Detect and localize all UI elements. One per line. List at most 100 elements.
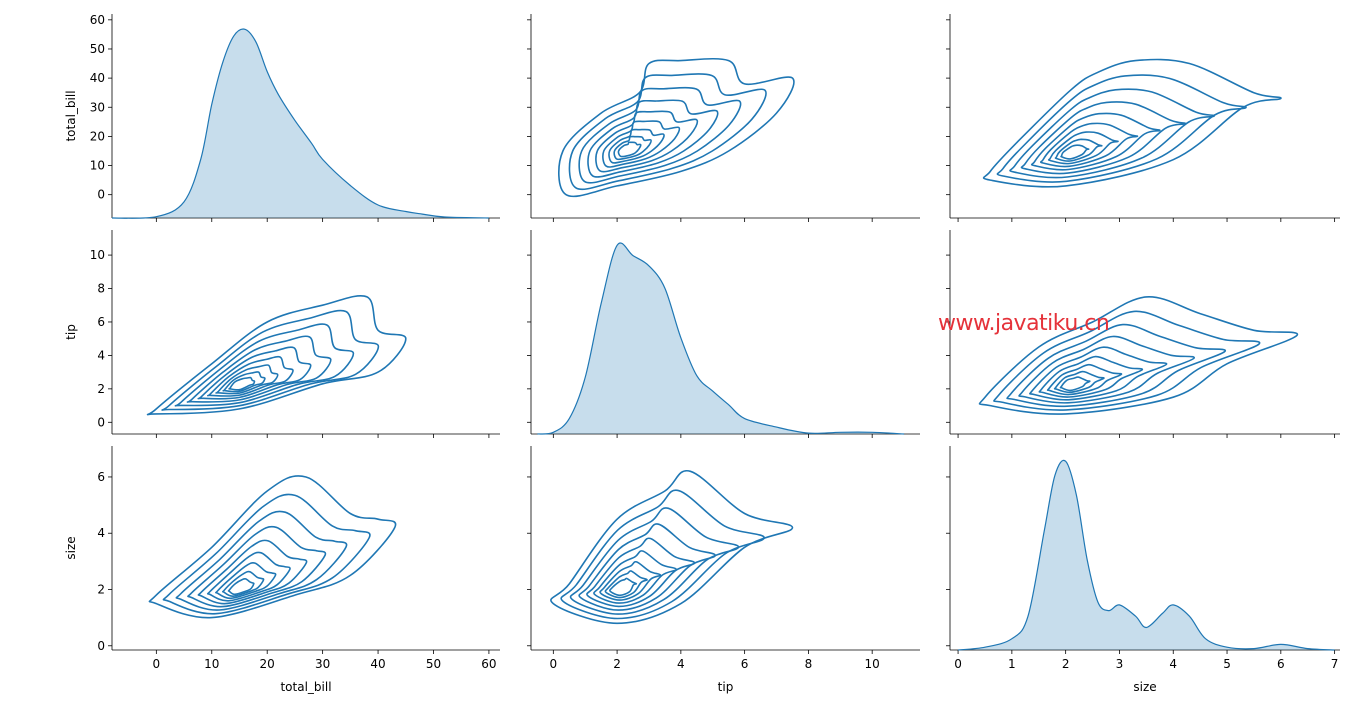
x-tick-label-total_bill: 30 bbox=[315, 657, 330, 671]
watermark: www.javatiku.cn bbox=[938, 311, 1110, 336]
x-tick-label-total_bill: 60 bbox=[481, 657, 496, 671]
x-tick-label-size: 6 bbox=[1277, 657, 1285, 671]
y-tick-label-total_bill: 30 bbox=[90, 100, 105, 114]
y-tick-label-total_bill: 0 bbox=[97, 188, 105, 202]
x-tick-label-tip: 0 bbox=[549, 657, 557, 671]
contour-level-4-size-vs-total_bill bbox=[197, 539, 308, 605]
contour-level-8-total_bill-vs-size bbox=[1060, 144, 1090, 160]
y-tick-label-tip: 2 bbox=[97, 382, 105, 396]
contour-level-6-total_bill-vs-size bbox=[1047, 131, 1119, 165]
contour-level-5-total_bill-vs-size bbox=[1040, 122, 1139, 168]
x-axis-title-total_bill: total_bill bbox=[280, 680, 331, 694]
contour-level-5-size-vs-tip bbox=[593, 550, 677, 604]
contour-level-7-size-vs-tip bbox=[604, 570, 648, 599]
kde-line-size bbox=[958, 459, 1335, 651]
kde-fill-total_bill bbox=[112, 29, 489, 219]
y-axis-title-total_bill: total_bill bbox=[64, 90, 78, 141]
y-tick-label-size: 6 bbox=[97, 470, 105, 484]
x-tick-label-size: 0 bbox=[954, 657, 962, 671]
kde-fill-tip bbox=[537, 242, 905, 435]
contour-level-4-tip-vs-total_bill bbox=[197, 346, 312, 400]
contour-outer-tip-vs-size bbox=[978, 296, 1298, 415]
x-tick-label-total_bill: 0 bbox=[153, 657, 161, 671]
x-tick-label-size: 1 bbox=[1008, 657, 1016, 671]
contour-outer-tip-vs-total_bill bbox=[146, 295, 407, 416]
contour-level-2-total_bill-vs-size bbox=[1009, 88, 1215, 179]
x-tick-label-tip: 8 bbox=[805, 657, 813, 671]
contour-outer-total_bill-vs-size bbox=[982, 58, 1282, 188]
x-tick-label-tip: 10 bbox=[865, 657, 880, 671]
contour-level-4-size-vs-tip bbox=[586, 537, 696, 608]
y-tick-label-tip: 10 bbox=[90, 248, 105, 262]
contour-level-7-tip-vs-size bbox=[1053, 370, 1105, 394]
contour-level-3-total_bill-vs-tip bbox=[587, 99, 719, 178]
contour-level-5-tip-vs-size bbox=[1038, 355, 1144, 398]
contour-level-8-size-vs-total_bill bbox=[227, 577, 255, 596]
x-tick-label-tip: 4 bbox=[677, 657, 685, 671]
contour-level-6-tip-vs-size bbox=[1046, 363, 1123, 396]
kde-line-total_bill bbox=[111, 28, 489, 219]
contour-level-1-size-vs-tip bbox=[560, 489, 766, 620]
contour-level-8-size-vs-tip bbox=[609, 577, 638, 597]
contour-level-5-total_bill-vs-tip bbox=[602, 120, 681, 168]
contour-level-2-size-vs-tip bbox=[569, 507, 740, 615]
contour-level-4-tip-vs-size bbox=[1029, 346, 1168, 401]
contour-level-7-size-vs-total_bill bbox=[221, 570, 265, 597]
contour-level-6-size-vs-tip bbox=[599, 560, 662, 601]
kde-line-tip bbox=[537, 242, 905, 435]
y-tick-label-total_bill: 10 bbox=[90, 159, 105, 173]
y-axis-title-size: size bbox=[64, 536, 78, 559]
y-tick-label-tip: 0 bbox=[97, 415, 105, 429]
x-axis-title-size: size bbox=[1133, 680, 1156, 694]
x-tick-label-size: 3 bbox=[1116, 657, 1124, 671]
contour-level-1-tip-vs-size bbox=[993, 310, 1261, 411]
x-tick-label-tip: 6 bbox=[741, 657, 749, 671]
y-tick-label-size: 0 bbox=[97, 639, 105, 653]
contour-outer-size-vs-tip bbox=[550, 469, 794, 625]
contour-level-1-size-vs-total_bill bbox=[162, 493, 371, 615]
contour-level-4-total_bill-vs-tip bbox=[595, 110, 699, 173]
x-tick-label-total_bill: 20 bbox=[260, 657, 275, 671]
contour-level-1-tip-vs-total_bill bbox=[161, 309, 380, 411]
x-axis-title-tip: tip bbox=[718, 680, 734, 694]
contour-outer-size-vs-total_bill bbox=[148, 475, 397, 619]
contour-level-7-tip-vs-total_bill bbox=[222, 371, 266, 393]
contour-level-3-tip-vs-size bbox=[1018, 335, 1195, 404]
y-tick-label-total_bill: 60 bbox=[90, 13, 105, 27]
y-tick-label-tip: 4 bbox=[97, 348, 105, 362]
y-tick-label-tip: 8 bbox=[97, 282, 105, 296]
y-tick-label-tip: 6 bbox=[97, 315, 105, 329]
contour-level-3-size-vs-tip bbox=[578, 523, 716, 611]
kde-fill-size bbox=[958, 460, 1335, 650]
contour-level-5-size-vs-total_bill bbox=[206, 551, 291, 602]
y-tick-label-size: 4 bbox=[97, 526, 105, 540]
contour-level-2-tip-vs-total_bill bbox=[174, 323, 355, 407]
contour-level-6-size-vs-total_bill bbox=[214, 562, 277, 600]
contour-level-8-tip-vs-size bbox=[1059, 376, 1091, 392]
contour-level-3-tip-vs-total_bill bbox=[186, 335, 332, 403]
contour-level-3-total_bill-vs-size bbox=[1020, 101, 1187, 175]
contour-level-2-tip-vs-size bbox=[1006, 323, 1226, 408]
contour-level-1-total_bill-vs-size bbox=[996, 74, 1247, 183]
y-tick-label-total_bill: 50 bbox=[90, 42, 105, 56]
contour-level-6-tip-vs-total_bill bbox=[215, 364, 279, 395]
contour-level-2-size-vs-total_bill bbox=[175, 510, 348, 611]
x-tick-label-total_bill: 50 bbox=[426, 657, 441, 671]
contour-level-7-total_bill-vs-size bbox=[1054, 138, 1103, 162]
x-tick-label-size: 2 bbox=[1062, 657, 1070, 671]
y-tick-label-size: 2 bbox=[97, 583, 105, 597]
y-tick-label-total_bill: 40 bbox=[90, 71, 105, 85]
x-tick-label-size: 7 bbox=[1331, 657, 1339, 671]
contour-level-6-total_bill-vs-tip bbox=[608, 128, 665, 164]
x-tick-label-size: 5 bbox=[1223, 657, 1231, 671]
x-tick-label-total_bill: 40 bbox=[370, 657, 385, 671]
y-tick-label-total_bill: 20 bbox=[90, 129, 105, 143]
x-tick-label-total_bill: 10 bbox=[204, 657, 219, 671]
x-tick-label-tip: 2 bbox=[613, 657, 621, 671]
x-tick-label-size: 4 bbox=[1169, 657, 1177, 671]
contour-level-7-total_bill-vs-tip bbox=[613, 135, 652, 161]
contour-outer-total_bill-vs-tip bbox=[558, 57, 795, 198]
contour-level-2-total_bill-vs-tip bbox=[578, 86, 742, 184]
contour-level-5-tip-vs-total_bill bbox=[207, 355, 294, 397]
